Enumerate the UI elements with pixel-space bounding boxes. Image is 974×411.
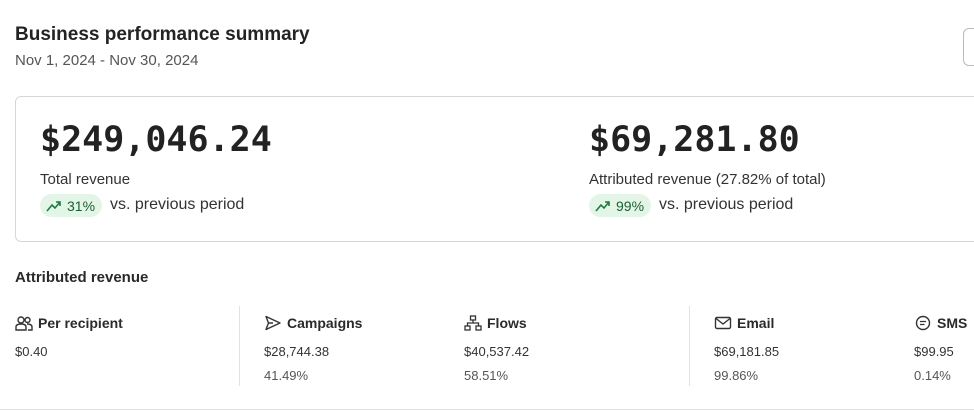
change-badge: 31% [40,194,103,217]
metric-name: SMS [937,315,968,331]
date-range: Nov 1, 2024 - Nov 30, 2024 [15,52,199,69]
metric-name: Flows [487,315,527,331]
menu-button[interactable] [963,28,974,66]
attributed-revenue-label: Attributed revenue (27.82% of total) [589,171,826,188]
divider [689,306,690,386]
metric-label: Campaigns [264,315,362,331]
change-value: 31% [67,197,96,214]
metric-name: Per recipient [38,315,123,331]
metric-label: Flows [464,315,527,331]
metric-share: 58.51% [464,368,509,383]
comparison-text: vs. previous period [110,196,245,213]
metric-name: Email [737,315,775,331]
metric-name: Campaigns [287,315,363,331]
trend-icon [595,200,610,212]
metric-label: SMS [914,315,967,331]
flow-icon [464,315,482,331]
bottom-border [0,409,974,410]
page-title: Business performance summary [15,24,310,45]
attributed-revenue-value: $69,281.80 [589,120,800,160]
summary-card [15,96,974,242]
divider [239,306,240,386]
metric-value: $99.95 [914,344,954,359]
email-icon [714,316,732,330]
metric-share: 99.86% [714,368,759,383]
send-icon [265,315,281,331]
metric-share: 41.49% [264,368,309,383]
sms-icon [915,315,931,331]
people-icon [15,316,33,331]
metric-label: Email [714,315,774,331]
change-badge: 99% [589,194,652,217]
metric-value: $0.40 [15,344,48,359]
section-title: Attributed revenue [15,269,149,286]
comparison-text: vs. previous period [659,196,794,213]
metric-label: Per recipient [15,315,123,331]
metric-share: 0.14% [914,368,951,383]
total-revenue-label: Total revenue [40,171,131,188]
change-value: 99% [616,197,645,214]
metric-value: $40,537.42 [464,344,530,359]
total-revenue-value: $249,046.24 [40,120,272,160]
metric-value: $69,181.85 [714,344,780,359]
metric-value: $28,744.38 [264,344,330,359]
trend-icon [46,200,61,212]
